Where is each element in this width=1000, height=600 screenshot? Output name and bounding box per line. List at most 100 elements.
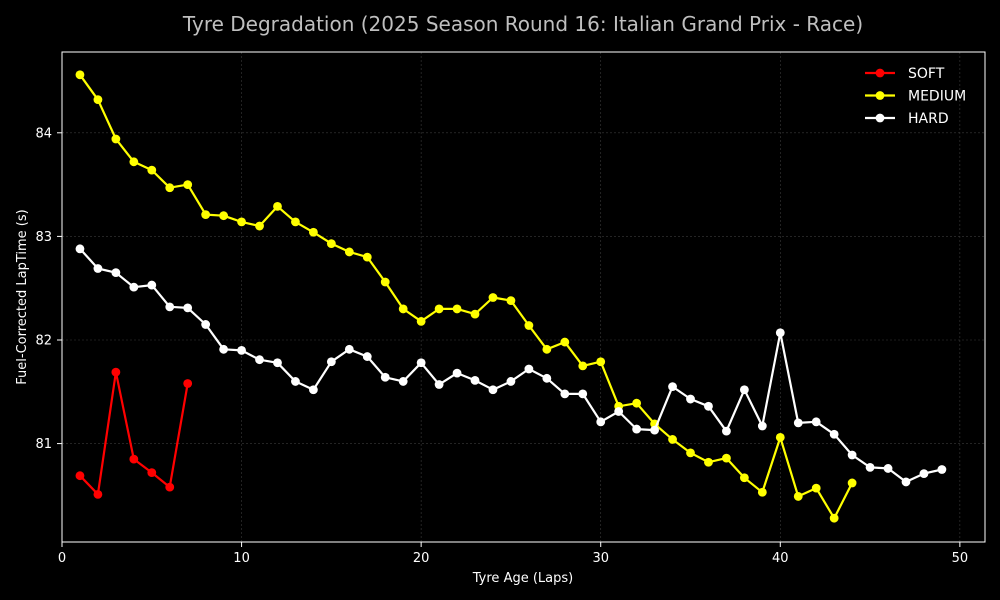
grid-lines <box>61 52 985 542</box>
y-tick-label: 84 <box>35 126 52 141</box>
hard-data-point <box>757 421 767 431</box>
y-tick-label: 82 <box>35 333 52 348</box>
hard-data-point <box>255 355 264 365</box>
medium-data-point <box>237 217 246 227</box>
x-tick-label: 20 <box>413 551 430 566</box>
medium-data-point <box>309 227 318 237</box>
x-tick-label: 0 <box>58 551 66 566</box>
series-layer <box>75 70 947 523</box>
hard-data-point <box>201 320 211 329</box>
hard-data-point <box>775 328 785 338</box>
medium-data-point <box>632 398 642 408</box>
hard-data-point <box>811 417 821 427</box>
x-axis-label: Tyre Age (Laps) <box>472 571 573 586</box>
medium-data-point <box>542 344 552 354</box>
hard-data-point <box>129 282 139 292</box>
hard-data-point <box>578 389 588 399</box>
medium-data-point <box>560 337 570 347</box>
hard-data-point <box>632 424 642 434</box>
hard-data-point <box>488 385 498 395</box>
hard-data-point <box>901 477 911 487</box>
medium-data-point <box>326 239 336 249</box>
soft-legend-label: SOFT <box>908 66 945 82</box>
medium-data-point <box>147 165 157 175</box>
soft-data-point <box>183 379 193 388</box>
x-tick-label: 40 <box>772 551 789 566</box>
medium-data-point <box>344 247 354 257</box>
y-tick-label: 81 <box>35 437 52 452</box>
medium-data-point <box>201 210 211 220</box>
hard-data-point <box>111 268 121 278</box>
medium-data-point <box>739 473 749 483</box>
medium-data-point <box>668 435 677 444</box>
hard-data-point <box>237 345 246 355</box>
hard-data-point <box>273 358 282 368</box>
y-tick-label: 83 <box>35 230 52 245</box>
medium-data-point <box>488 293 498 302</box>
soft-data-point <box>129 454 139 464</box>
hard-data-point <box>793 418 803 428</box>
x-tick-label: 10 <box>233 551 250 566</box>
medium-legend-label: MEDIUM <box>908 89 966 105</box>
medium-data-point <box>93 95 103 105</box>
hard-data-point <box>398 377 408 386</box>
hard-data-point <box>183 303 193 313</box>
hard-data-point <box>147 280 157 290</box>
medium-data-point <box>757 487 767 497</box>
hard-data-point <box>506 377 516 386</box>
hard-series-line <box>79 248 943 483</box>
hard-data-point <box>524 364 534 374</box>
medium-data-point <box>793 492 803 501</box>
medium-data-point <box>165 183 175 193</box>
hard-data-point <box>434 380 444 389</box>
soft-data-point <box>75 471 85 481</box>
medium-data-point <box>398 304 408 314</box>
medium-data-point <box>470 309 480 319</box>
medium-data-point <box>416 316 426 326</box>
hard-data-point <box>75 244 85 254</box>
hard-data-point <box>919 469 929 479</box>
hard-data-point <box>416 358 426 368</box>
hard-data-point <box>722 426 731 436</box>
soft-legend-marker <box>875 68 885 78</box>
hard-data-point <box>560 389 570 399</box>
medium-data-point <box>75 70 85 80</box>
x-axis-ticks: 0 10 20 30 40 50 <box>58 542 968 566</box>
hard-legend-marker <box>875 113 885 123</box>
hard-data-point <box>291 377 300 386</box>
y-axis-label: Fuel-Corrected LapTime (s) <box>15 209 30 384</box>
hard-data-point <box>704 401 713 411</box>
medium-data-point <box>111 134 121 144</box>
medium-series-line <box>79 74 854 520</box>
hard-legend-label: HARD <box>908 111 949 127</box>
medium-data-point <box>722 453 731 463</box>
soft-data-point <box>165 482 175 492</box>
medium-data-point <box>273 201 282 211</box>
hard-data-point <box>739 385 749 395</box>
hard-data-point <box>883 464 893 473</box>
medium-data-point <box>506 296 516 306</box>
medium-legend-marker <box>875 91 885 100</box>
soft-data-point <box>111 367 121 377</box>
hard-data-point <box>452 368 462 378</box>
soft-data-point <box>93 489 103 499</box>
hard-data-point <box>829 429 839 439</box>
medium-data-point <box>183 180 193 190</box>
hard-data-point <box>326 357 336 367</box>
medium-data-point <box>596 357 606 367</box>
medium-data-point <box>829 513 839 523</box>
x-tick-label: 50 <box>952 551 969 566</box>
hard-data-point <box>380 372 390 382</box>
x-tick-label: 30 <box>592 551 609 566</box>
medium-data-point <box>775 432 785 442</box>
hard-data-point <box>93 264 103 273</box>
hard-data-point <box>542 373 552 383</box>
hard-data-point <box>344 344 354 354</box>
legend: SOFT MEDIUM HARD <box>865 66 966 127</box>
soft-series-line <box>79 371 189 496</box>
medium-data-point <box>704 457 713 467</box>
medium-data-point <box>524 321 534 330</box>
soft-data-point <box>147 468 157 477</box>
medium-data-point <box>291 217 300 227</box>
